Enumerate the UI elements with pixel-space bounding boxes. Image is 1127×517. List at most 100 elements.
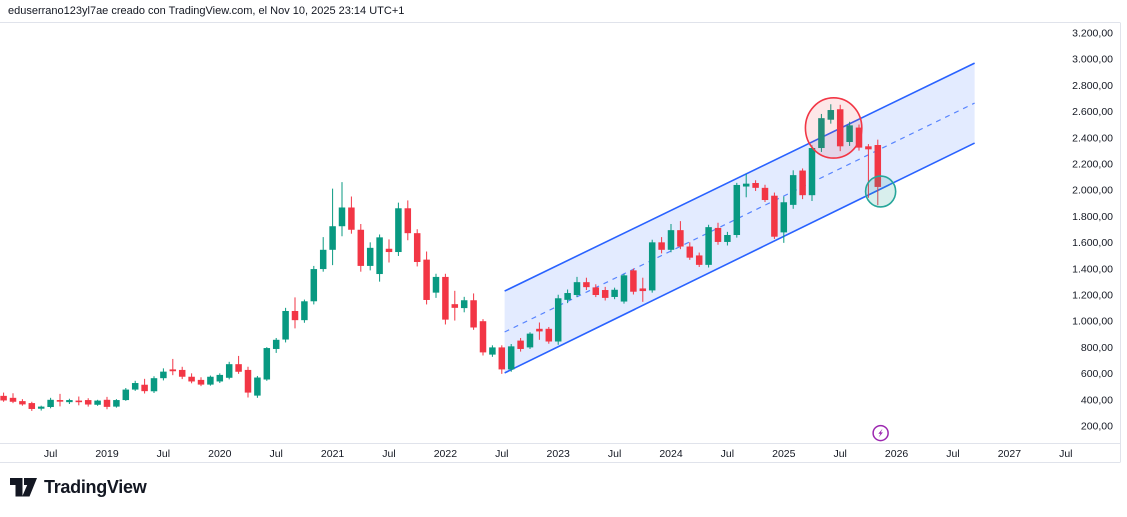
price-axis[interactable]: 3.200,00 3.000,00 2.800,00 2.600,00 2.400,00… xyxy=(1072,23,1120,443)
candle-body xyxy=(329,226,336,250)
candle xyxy=(771,192,778,239)
candle-body xyxy=(103,399,111,407)
candle xyxy=(432,273,440,298)
candle-body xyxy=(799,170,806,196)
y-axis-label: 3.000,00 xyxy=(1072,54,1113,66)
candle xyxy=(695,252,703,267)
candle xyxy=(658,237,665,254)
x-axis-label: 2022 xyxy=(434,448,458,460)
candle-body xyxy=(19,401,26,405)
candle-body xyxy=(780,202,788,233)
candle-body xyxy=(404,208,412,234)
candle-body xyxy=(667,230,675,250)
candle-body xyxy=(178,369,186,377)
candle-body xyxy=(413,233,421,262)
candle xyxy=(216,373,224,384)
candle-body xyxy=(470,300,477,328)
x-axis-label: Jul xyxy=(382,448,395,460)
candle xyxy=(84,398,92,407)
candle-body xyxy=(141,384,148,392)
candle xyxy=(150,376,158,393)
candle xyxy=(207,375,214,386)
candle xyxy=(75,396,83,406)
flash-marker[interactable] xyxy=(872,424,889,442)
candle-body xyxy=(244,369,252,393)
candle-body xyxy=(526,333,534,348)
candle-body xyxy=(808,148,816,196)
candle-body xyxy=(836,109,844,147)
candle xyxy=(404,200,412,241)
candle-body xyxy=(554,298,562,342)
candle-body xyxy=(432,276,440,293)
candle-body xyxy=(0,395,7,401)
candle xyxy=(836,104,844,152)
candle-body xyxy=(160,371,167,379)
candle-body xyxy=(489,347,496,355)
candle-body xyxy=(395,208,402,253)
candle xyxy=(131,380,139,391)
candle-body xyxy=(113,400,120,407)
candle xyxy=(846,121,853,146)
candle xyxy=(536,322,543,340)
candle xyxy=(329,188,336,266)
candle xyxy=(498,345,506,374)
tradingview-logo-text: TradingView xyxy=(44,477,147,497)
candle xyxy=(357,223,365,272)
red-highlight-ellipse-drawing[interactable] xyxy=(804,97,863,159)
candle-body xyxy=(677,230,684,247)
channel-bottom-line[interactable] xyxy=(504,142,975,374)
candles-series xyxy=(0,104,882,411)
y-axis-label: 800,00 xyxy=(1081,342,1113,354)
time-axis[interactable]: Jul 2019 Jul 2020 Jul 2021 Jul 2022 Jul 2023 Jul 20… xyxy=(0,444,1120,462)
candle xyxy=(470,293,477,330)
candle-body xyxy=(517,340,524,349)
candle xyxy=(188,373,195,384)
candle xyxy=(827,104,835,124)
channel-top-line[interactable] xyxy=(504,62,975,292)
candle-body xyxy=(235,364,242,372)
candle-body xyxy=(658,242,665,250)
teal-highlight-ellipse-drawing[interactable] xyxy=(864,175,897,208)
candle xyxy=(0,392,7,402)
candle xyxy=(554,294,562,345)
candle xyxy=(282,307,289,343)
candle xyxy=(855,124,863,151)
tradingview-logo[interactable]: TradingView xyxy=(10,477,147,498)
candle-body xyxy=(376,237,383,275)
candle-body xyxy=(761,187,769,201)
candle xyxy=(742,173,750,198)
y-axis-label: 1.200,00 xyxy=(1072,290,1113,302)
candle-body xyxy=(225,364,233,378)
y-axis-label: 1.800,00 xyxy=(1072,211,1113,223)
tradingview-logo-icon xyxy=(10,478,37,497)
y-axis-label: 2.800,00 xyxy=(1072,80,1113,92)
y-axis-label: 600,00 xyxy=(1081,368,1113,380)
candle xyxy=(348,196,355,234)
candle xyxy=(254,375,261,398)
candle xyxy=(169,358,177,376)
candle-body xyxy=(827,110,835,120)
candle xyxy=(667,223,675,253)
candle xyxy=(103,396,111,410)
candle xyxy=(178,366,186,380)
candle xyxy=(620,273,628,304)
candle xyxy=(573,276,581,297)
candle xyxy=(799,168,806,200)
candle xyxy=(56,393,64,407)
candle-body xyxy=(620,275,628,302)
candle xyxy=(19,399,26,406)
candle-body xyxy=(686,246,694,258)
candle-body xyxy=(47,399,54,408)
candle xyxy=(761,184,769,202)
candle-body xyxy=(150,378,158,392)
candle xyxy=(338,182,346,237)
candle xyxy=(319,237,327,272)
candle xyxy=(272,337,280,353)
x-axis-label: Jul xyxy=(44,448,57,460)
candle-body xyxy=(752,182,759,188)
candle-body xyxy=(451,304,459,308)
candle xyxy=(376,234,383,282)
candle-body xyxy=(479,321,487,353)
candle-body xyxy=(131,383,139,390)
